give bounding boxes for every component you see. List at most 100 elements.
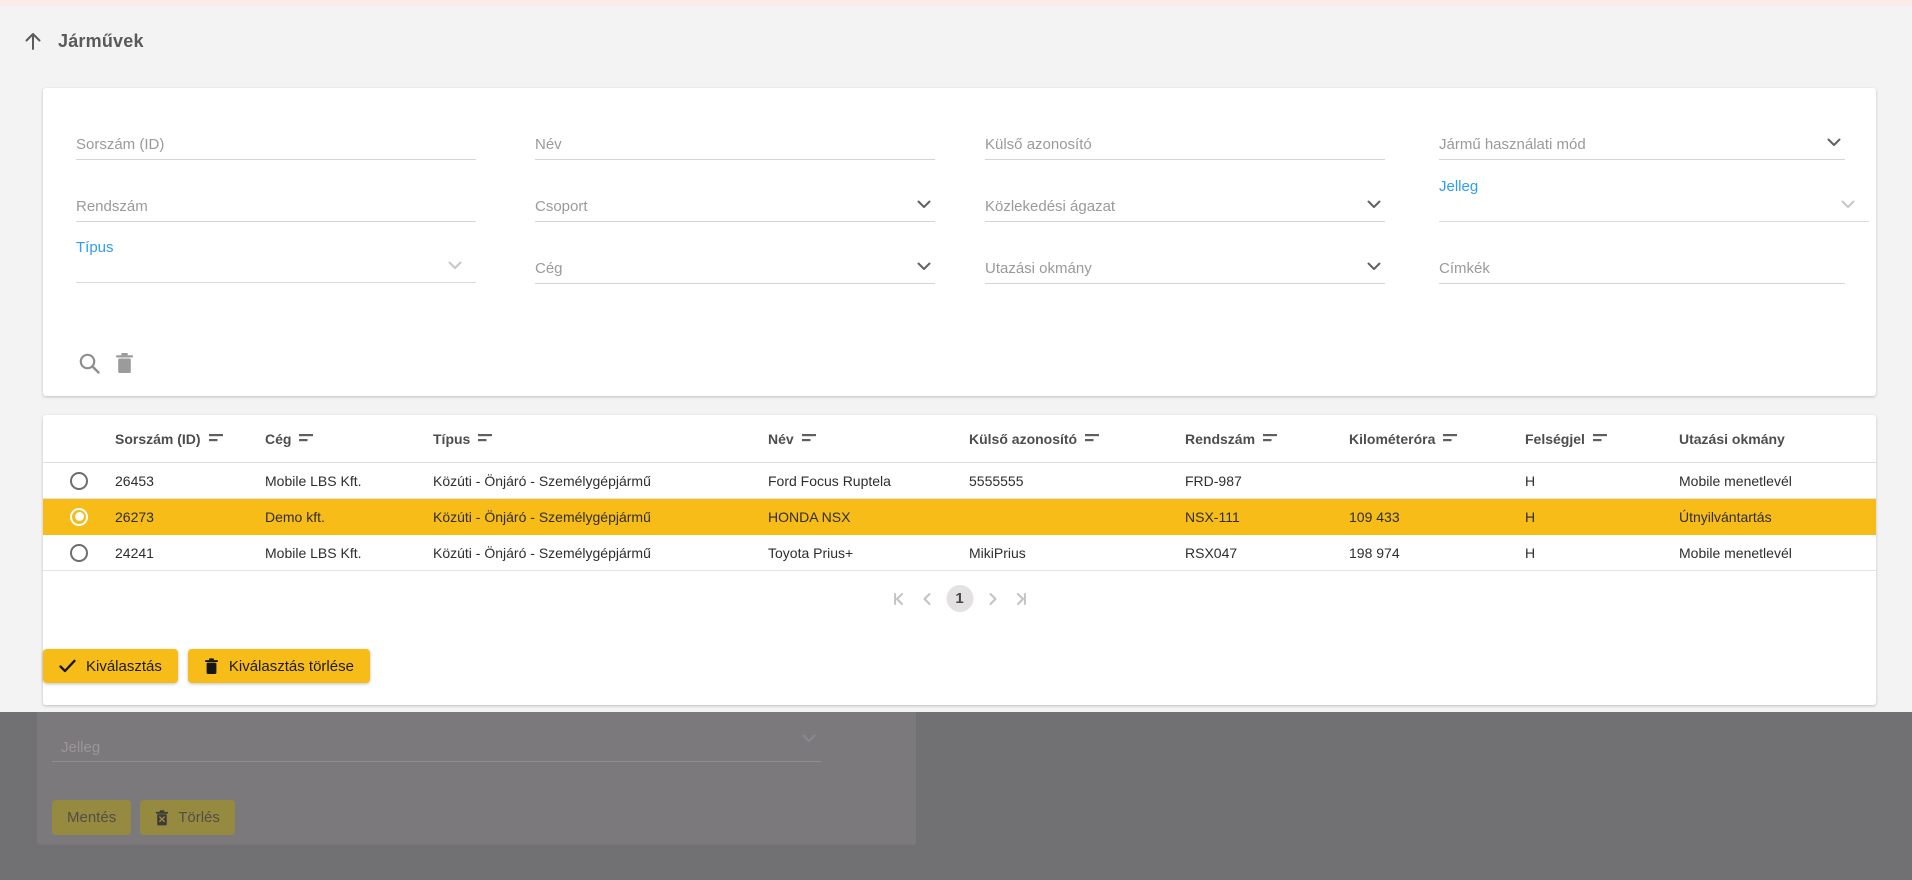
- column-header-utazasi-okmany: Utazási okmány: [1679, 431, 1876, 447]
- filter-field-nev[interactable]: [535, 114, 935, 160]
- cell-okmany: Mobile menetlevél: [1679, 472, 1792, 489]
- column-header-kilometerora[interactable]: Kilométeróra: [1349, 431, 1525, 447]
- cell-nev: Toyota Prius+: [768, 544, 854, 561]
- last-page-button[interactable]: [1011, 590, 1029, 608]
- page-header: Járművek: [22, 30, 144, 52]
- column-header-felsegjel[interactable]: Felségjel: [1525, 431, 1679, 447]
- cell-kulso: MikiPrius: [969, 544, 1026, 561]
- sort-icon[interactable]: [299, 433, 314, 444]
- sorszam-input[interactable]: [76, 134, 476, 155]
- table-row[interactable]: 24241 Mobile LBS Kft. Közúti - Önjáró - …: [43, 535, 1876, 571]
- jelleg-floating-label: Jelleg: [1439, 178, 1479, 195]
- top-accent-strip: [0, 0, 1912, 6]
- pagination: 1: [890, 585, 1029, 612]
- column-header-sorszam[interactable]: Sorszám (ID): [115, 431, 265, 447]
- sort-icon[interactable]: [1263, 433, 1278, 444]
- row-radio-checked[interactable]: [70, 507, 88, 526]
- column-header-tipus[interactable]: Típus: [433, 431, 768, 447]
- filter-select-tipus[interactable]: Típus: [76, 235, 476, 283]
- search-button[interactable]: [78, 352, 101, 375]
- cell-nev: HONDA NSX: [768, 508, 851, 525]
- cell-felsegjel: H: [1525, 472, 1536, 489]
- tipus-floating-label: Típus: [76, 239, 114, 256]
- utazasi-okmany-select[interactable]: [985, 258, 1385, 279]
- column-label: Felségjel: [1525, 430, 1585, 447]
- delete-button-label: Törlés: [178, 809, 220, 826]
- chevron-down-icon[interactable]: [1827, 138, 1841, 147]
- table-row[interactable]: 26453 Mobile LBS Kft. Közúti - Önjáró - …: [43, 463, 1876, 499]
- save-button-label: Mentés: [67, 809, 117, 826]
- row-radio[interactable]: [70, 543, 88, 562]
- chevron-down-icon[interactable]: [448, 261, 462, 270]
- previous-page-button[interactable]: [918, 590, 936, 608]
- nev-input[interactable]: [535, 134, 935, 155]
- vehicles-table-card: Sorszám (ID) Cég Típus Név Külső azonosí…: [43, 415, 1876, 705]
- clear-selection-button[interactable]: Kiválasztás törlése: [187, 649, 370, 683]
- chevron-down-icon[interactable]: [917, 200, 931, 209]
- cell-felsegjel: H: [1525, 508, 1536, 525]
- filter-card: Jelleg Típus: [43, 88, 1876, 396]
- column-header-rendszam[interactable]: Rendszám: [1185, 431, 1349, 447]
- cell-sorszam: 26453: [115, 472, 154, 489]
- delete-forever-icon: [156, 809, 169, 825]
- chevron-down-icon[interactable]: [1367, 200, 1381, 209]
- filter-select-kozlekedesi-agazat[interactable]: [985, 176, 1385, 222]
- filter-field-kulso-azonosito[interactable]: [985, 114, 1385, 160]
- row-radio[interactable]: [70, 471, 88, 490]
- filter-select-ceg[interactable]: [535, 238, 935, 284]
- filter-field-rendszam[interactable]: [76, 176, 476, 222]
- select-button-label: Kiválasztás: [86, 657, 162, 675]
- cimkek-input[interactable]: [1439, 258, 1845, 279]
- background-form-card: Jelleg Mentés Törlés: [37, 712, 916, 845]
- first-page-button[interactable]: [890, 590, 908, 608]
- csoport-select[interactable]: [535, 196, 935, 217]
- filter-select-hasznalati-mod[interactable]: [1439, 114, 1845, 160]
- cell-tipus: Közúti - Önjáró - Személygépjármű: [433, 508, 651, 525]
- filter-select-csoport[interactable]: [535, 176, 935, 222]
- filter-select-utazasi-okmany[interactable]: [985, 238, 1385, 284]
- filter-field-cimkek[interactable]: [1439, 238, 1845, 284]
- ceg-select[interactable]: [535, 258, 935, 279]
- cell-rendszam: RSX047: [1185, 544, 1238, 561]
- background-jelleg-select: Jelleg: [52, 730, 821, 762]
- clear-selection-button-label: Kiválasztás törlése: [228, 657, 354, 675]
- rendszam-input[interactable]: [76, 196, 476, 217]
- chevron-down-icon[interactable]: [1841, 200, 1855, 209]
- column-header-nev[interactable]: Név: [768, 431, 969, 447]
- cell-rendszam: NSX-111: [1185, 508, 1240, 525]
- hasznalati-mod-select[interactable]: [1439, 134, 1845, 155]
- column-header-ceg[interactable]: Cég: [265, 431, 433, 447]
- column-label: Kilométeróra: [1349, 430, 1436, 447]
- kulso-azonosito-input[interactable]: [985, 134, 1385, 155]
- sort-icon[interactable]: [208, 433, 224, 444]
- column-label: Rendszám: [1185, 430, 1256, 447]
- cell-kulso: 5555555: [969, 472, 1024, 489]
- filter-field-sorszam[interactable]: [76, 114, 476, 160]
- table-header-row: Sorszám (ID) Cég Típus Név Külső azonosí…: [43, 415, 1876, 463]
- chevron-down-icon[interactable]: [917, 262, 931, 271]
- scroll-up-icon[interactable]: [22, 30, 44, 52]
- next-page-button[interactable]: [983, 590, 1001, 608]
- sort-icon[interactable]: [1592, 433, 1608, 444]
- current-page-button[interactable]: 1: [946, 585, 973, 612]
- filter-select-jelleg[interactable]: Jelleg: [1439, 174, 1869, 222]
- table-row-selected[interactable]: 26273 Demo kft. Közúti - Önjáró - Személ…: [43, 499, 1876, 535]
- cell-ceg: Mobile LBS Kft.: [265, 472, 362, 489]
- column-header-kulso-azonosito[interactable]: Külső azonosító: [969, 431, 1185, 447]
- select-button[interactable]: Kiválasztás: [43, 649, 178, 683]
- clear-filters-button[interactable]: [114, 352, 135, 375]
- sort-icon[interactable]: [478, 433, 493, 444]
- table-actions: Kiválasztás Kiválasztás törlése: [43, 649, 370, 683]
- chevron-down-icon: [802, 734, 816, 742]
- jelleg-label: Jelleg: [61, 739, 101, 756]
- delete-button-disabled: Törlés: [140, 800, 235, 835]
- background-form-actions: Mentés Törlés: [52, 800, 235, 835]
- kozlekedesi-agazat-select[interactable]: [985, 196, 1385, 217]
- chevron-down-icon[interactable]: [1367, 262, 1381, 271]
- trash-icon: [204, 657, 218, 674]
- save-button-disabled: Mentés: [52, 800, 132, 835]
- column-label: Típus: [433, 430, 471, 447]
- sort-icon[interactable]: [801, 433, 817, 444]
- sort-icon[interactable]: [1085, 433, 1100, 444]
- sort-icon[interactable]: [1443, 433, 1458, 444]
